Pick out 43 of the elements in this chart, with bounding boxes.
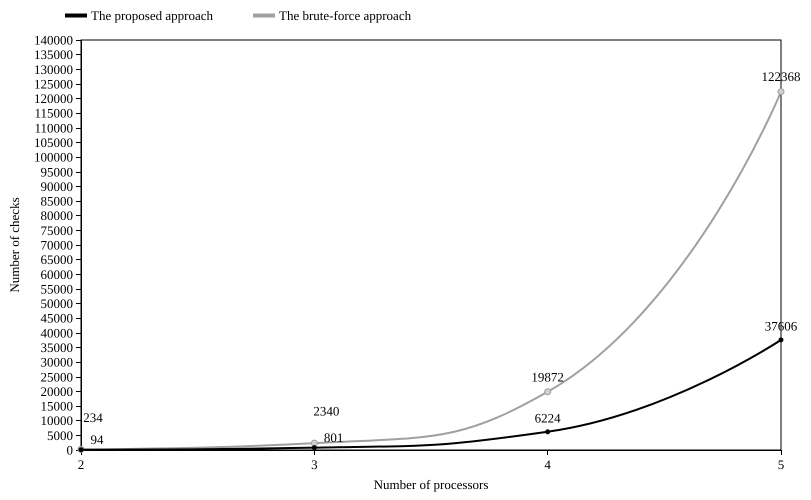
y-tick-label: 115000 <box>34 106 73 121</box>
y-tick-label: 40000 <box>40 325 73 340</box>
y-tick-label: 135000 <box>34 47 73 62</box>
x-tick-label: 5 <box>778 457 784 472</box>
data-label: 94 <box>90 432 104 448</box>
x-tick-label: 3 <box>311 457 318 472</box>
y-tick-label: 75000 <box>40 222 73 238</box>
y-tick-label: 45000 <box>40 310 73 326</box>
y-tick-label: 110000 <box>34 120 73 136</box>
y-tick-label: 130000 <box>34 62 73 77</box>
y-tick-label: 0 <box>66 442 73 458</box>
y-tick-label: 50000 <box>40 296 73 312</box>
y-tick-label: 30000 <box>40 354 73 370</box>
y-tick-label: 55000 <box>40 281 73 296</box>
y-tick-label: 65000 <box>40 252 73 268</box>
y-tick-label: 120000 <box>34 91 73 106</box>
y-tick-label: 90000 <box>40 178 73 194</box>
y-tick-label: 20000 <box>40 384 73 399</box>
y-tick-label: 80000 <box>40 208 73 224</box>
data-label: 801 <box>324 430 344 446</box>
y-tick-label: 5000 <box>47 428 73 443</box>
data-label: 19872 <box>531 369 564 384</box>
x-axis-title: Number of processors <box>374 477 488 492</box>
data-label: 6224 <box>534 410 562 426</box>
y-tick-label: 85000 <box>40 194 73 209</box>
y-tick-label: 15000 <box>40 398 73 414</box>
y-tick-label: 60000 <box>40 266 73 282</box>
y-tick-label: 125000 <box>34 76 73 92</box>
y-tick-label: 105000 <box>34 135 73 150</box>
data-label: 2340 <box>313 404 340 419</box>
x-tick-label: 2 <box>78 457 84 472</box>
x-tick-label: 4 <box>544 457 552 472</box>
y-tick-label: 35000 <box>40 340 73 355</box>
y-tick-label: 10000 <box>40 413 73 428</box>
y-tick-label: 95000 <box>40 164 73 180</box>
y-tick-label: 25000 <box>40 369 73 384</box>
legend-label: The brute-force approach <box>279 8 412 23</box>
legend-label: The proposed approach <box>91 8 214 23</box>
data-label: 234 <box>83 410 104 425</box>
y-axis-title: Number of checks <box>7 197 22 293</box>
y-tick-label: 140000 <box>34 32 73 48</box>
y-tick-label: 100000 <box>34 150 73 165</box>
y-tick-label: 70000 <box>40 238 73 252</box>
